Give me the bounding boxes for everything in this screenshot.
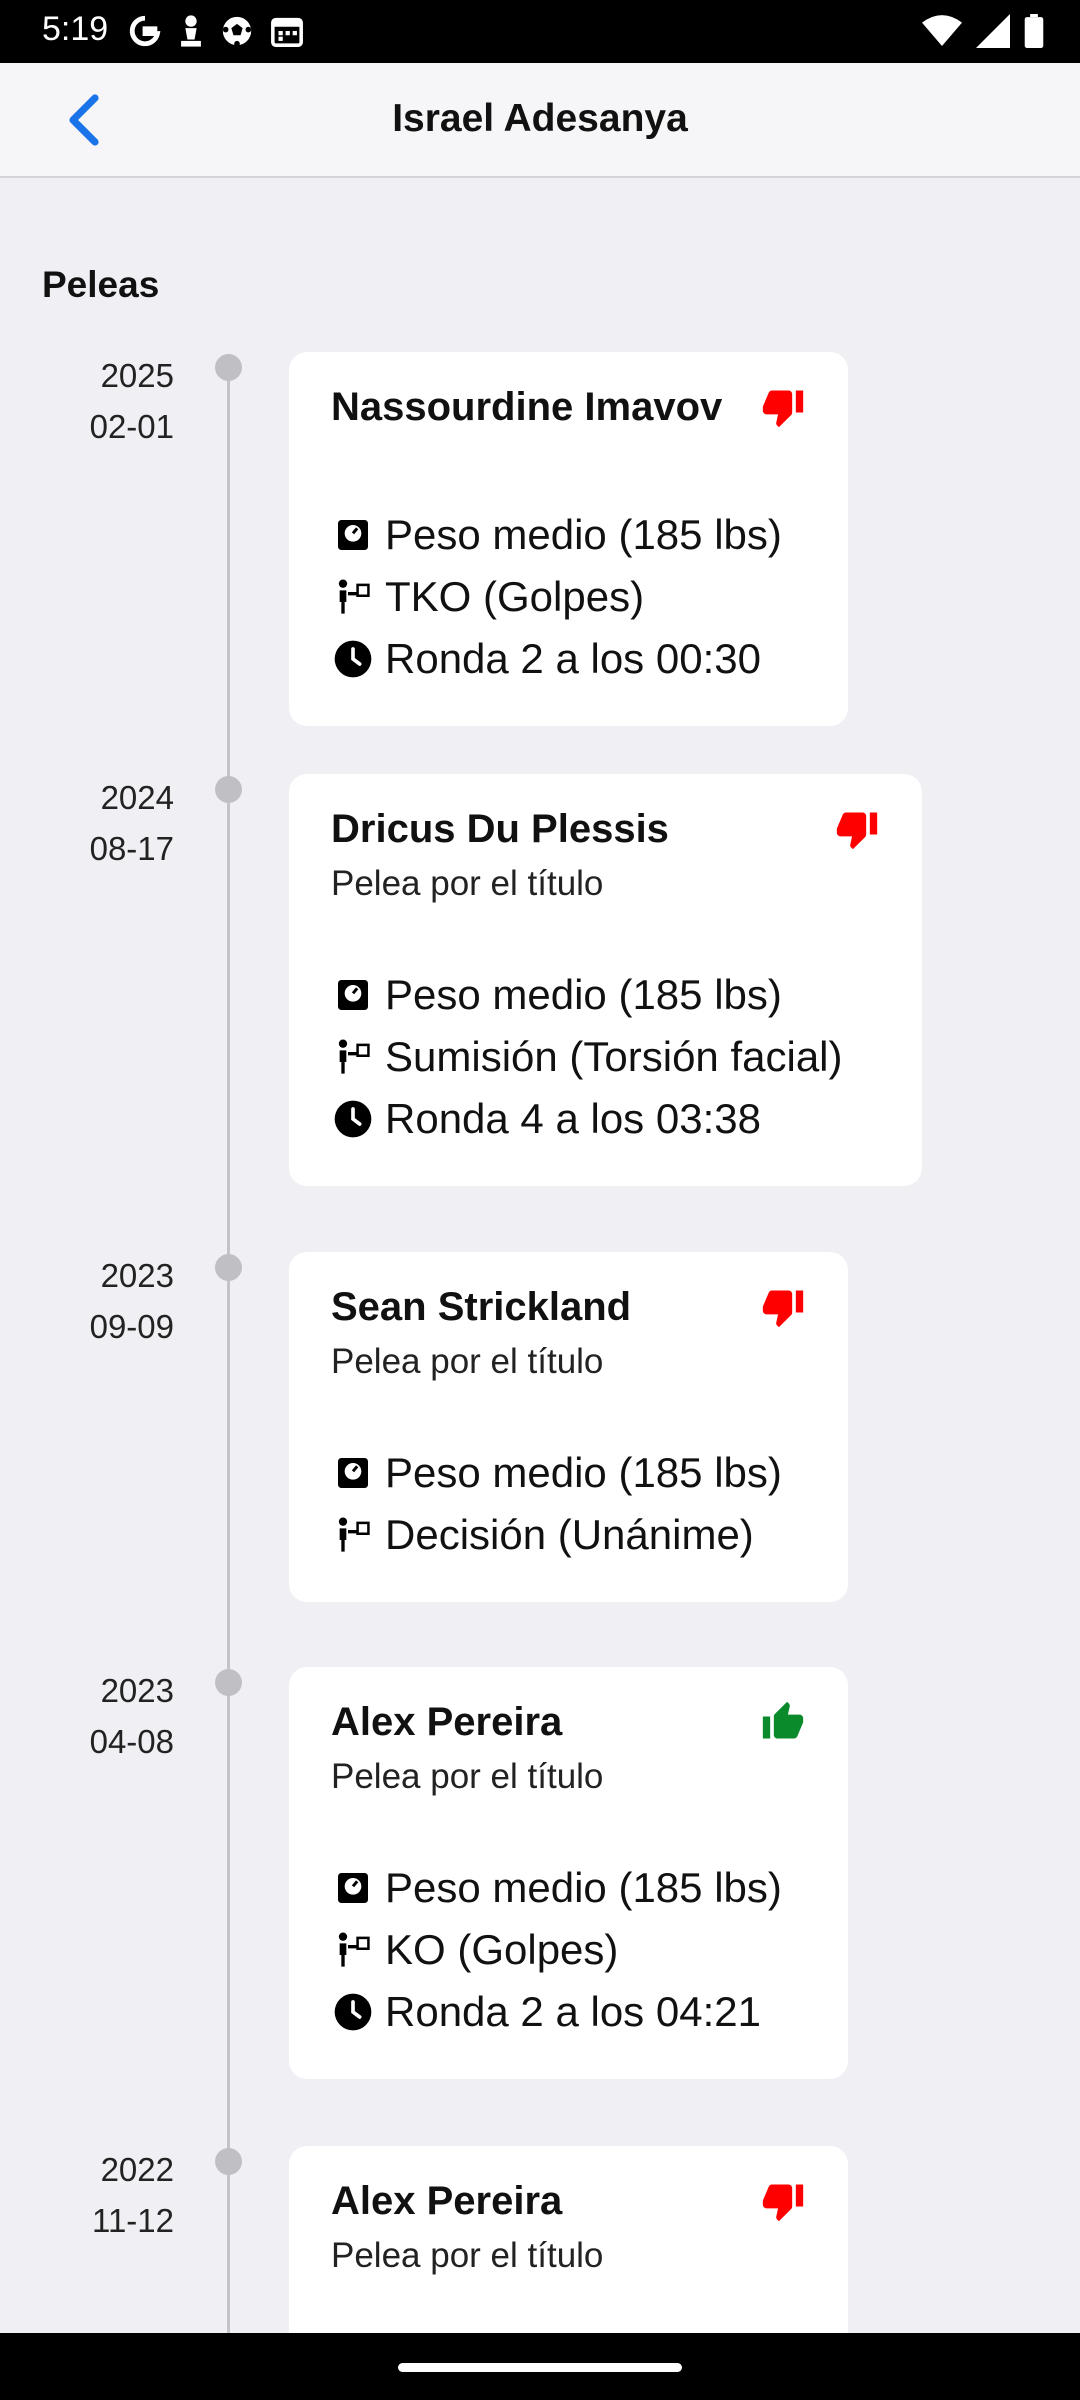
signal-icon bbox=[976, 14, 1010, 48]
referee-icon bbox=[331, 575, 375, 619]
chevron-left-icon bbox=[69, 94, 99, 146]
weight-class: Peso medio (185 lbs) bbox=[385, 971, 782, 1018]
calendar-icon bbox=[271, 17, 303, 47]
soccer-ball-icon bbox=[222, 16, 252, 47]
fight-month-day: 09-09 bbox=[89, 1308, 174, 1345]
win-method: Decisión (Unánime) bbox=[385, 1511, 754, 1558]
fight-date: 2024 08-17 bbox=[40, 772, 174, 874]
fight-time: Ronda 2 a los 04:21 bbox=[385, 1988, 761, 2035]
home-indicator[interactable] bbox=[398, 2363, 682, 2372]
fight-month-day: 08-17 bbox=[89, 830, 174, 867]
back-button[interactable] bbox=[48, 85, 118, 155]
referee-icon bbox=[331, 1035, 375, 1079]
win-method: TKO (Golpes) bbox=[385, 573, 645, 620]
thumbs-up-icon bbox=[760, 1699, 806, 1745]
timeline-dot bbox=[215, 354, 242, 381]
page-title: Israel Adesanya bbox=[392, 97, 688, 140]
fight-year: 2022 bbox=[100, 2151, 174, 2188]
fight-card[interactable]: Nassourdine Imavov Peso medio (185 lbs) … bbox=[289, 352, 848, 726]
thumbs-down-icon bbox=[834, 806, 880, 852]
timeline-dot bbox=[215, 2148, 242, 2175]
status-time: 5:19 bbox=[42, 10, 109, 48]
battery-icon bbox=[1024, 14, 1044, 48]
referee-icon bbox=[331, 1928, 375, 1972]
fight-month-day: 04-08 bbox=[89, 1723, 174, 1760]
fight-card[interactable]: Alex Pereira Pelea por el título bbox=[289, 2146, 848, 2333]
fight-time: Ronda 4 a los 03:38 bbox=[385, 1095, 761, 1142]
clock-icon bbox=[331, 1097, 375, 1141]
thumbs-down-icon bbox=[760, 1284, 806, 1330]
app-bar: Israel Adesanya bbox=[0, 63, 1080, 178]
timeline-dot bbox=[215, 1669, 242, 1696]
opponent-name: Alex Pereira bbox=[331, 2179, 563, 2223]
timeline-line bbox=[227, 366, 230, 2333]
thumbs-down-icon bbox=[760, 384, 806, 430]
fight-date: 2025 02-01 bbox=[40, 350, 174, 452]
weight-class: Peso medio (185 lbs) bbox=[385, 1449, 782, 1496]
timeline-dot bbox=[215, 776, 242, 803]
title-fight-label: Pelea por el título bbox=[331, 864, 604, 903]
fight-month-day: 02-01 bbox=[89, 408, 174, 445]
system-nav-bar bbox=[0, 2333, 1080, 2400]
fight-year: 2023 bbox=[100, 1257, 174, 1294]
fight-date: 2023 09-09 bbox=[40, 1250, 174, 1352]
win-method: Sumisión (Torsión facial) bbox=[385, 1033, 843, 1080]
opponent-name: Sean Strickland bbox=[331, 1285, 632, 1329]
scale-icon bbox=[331, 1451, 375, 1495]
fight-card[interactable]: Sean Strickland Pelea por el título Peso… bbox=[289, 1252, 848, 1602]
timeline-dot bbox=[215, 1254, 242, 1281]
scale-icon bbox=[331, 513, 375, 557]
scale-icon bbox=[331, 973, 375, 1017]
fight-time: Ronda 2 a los 00:30 bbox=[385, 635, 761, 682]
fight-date: 2023 04-08 bbox=[40, 1665, 174, 1767]
title-fight-label: Pelea por el título bbox=[331, 1342, 604, 1381]
scale-icon bbox=[331, 1866, 375, 1910]
fight-year: 2023 bbox=[100, 1672, 174, 1709]
wifi-icon bbox=[922, 15, 962, 46]
win-method: KO (Golpes) bbox=[385, 1926, 619, 1973]
chess-pawn-icon bbox=[181, 15, 201, 47]
fight-date: 2022 11-12 bbox=[40, 2144, 174, 2246]
weight-class: Peso medio (185 lbs) bbox=[385, 1864, 782, 1911]
title-fight-label: Pelea por el título bbox=[331, 1757, 604, 1796]
fight-card[interactable]: Dricus Du Plessis Pelea por el título Pe… bbox=[289, 774, 922, 1186]
fights-timeline[interactable]: Peleas 2025 02-01 Nassourdine Imavov Pes… bbox=[0, 178, 1080, 2333]
fight-year: 2025 bbox=[100, 357, 174, 394]
title-fight-label: Pelea por el título bbox=[331, 2236, 604, 2275]
clock-icon bbox=[331, 637, 375, 681]
google-g-icon bbox=[129, 15, 161, 47]
referee-icon bbox=[331, 1513, 375, 1557]
weight-class: Peso medio (185 lbs) bbox=[385, 511, 782, 558]
fight-year: 2024 bbox=[100, 779, 174, 816]
opponent-name: Alex Pereira bbox=[331, 1700, 563, 1744]
fight-card[interactable]: Alex Pereira Pelea por el título Peso me… bbox=[289, 1667, 848, 2079]
opponent-name: Dricus Du Plessis bbox=[331, 807, 669, 851]
section-title: Peleas bbox=[42, 264, 160, 305]
thumbs-down-icon bbox=[760, 2178, 806, 2224]
status-bar: 5:19 bbox=[0, 0, 1080, 63]
opponent-name: Nassourdine Imavov bbox=[331, 385, 723, 429]
clock-icon bbox=[331, 1990, 375, 2034]
fight-month-day: 11-12 bbox=[92, 2202, 174, 2239]
